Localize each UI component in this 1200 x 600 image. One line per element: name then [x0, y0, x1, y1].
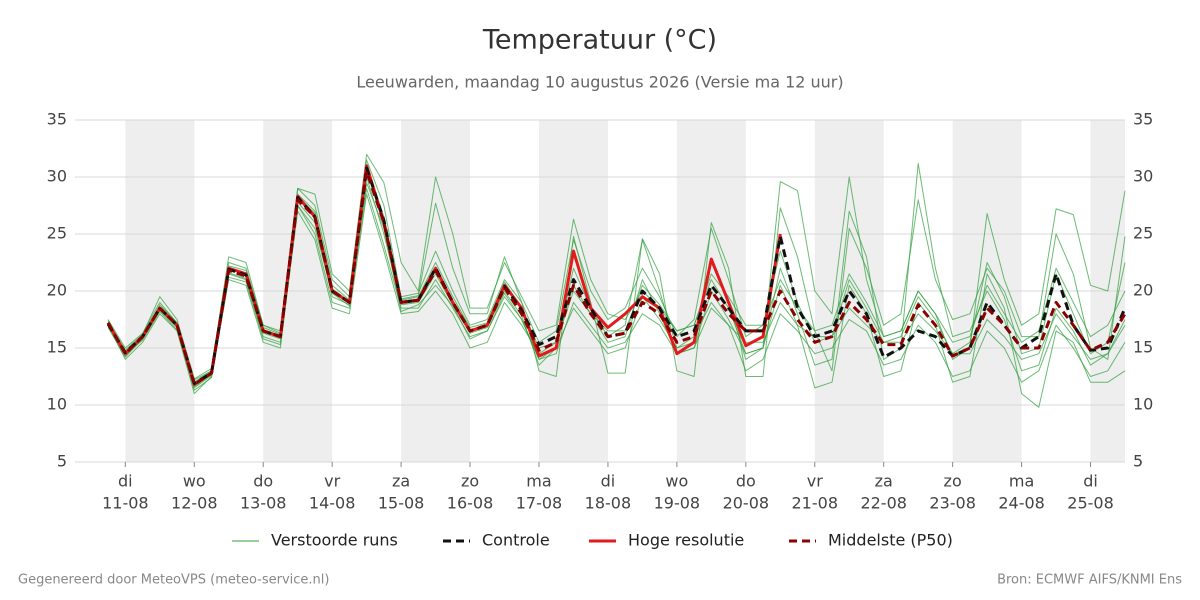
x-tick-date: 20-08 [723, 494, 770, 513]
x-tick-label: di [118, 472, 133, 491]
y2-tick-label: 15 [1133, 338, 1153, 357]
x-tick-label: di [1083, 472, 1098, 491]
y-tick-label: 15 [47, 338, 67, 357]
x-tick-date: 15-08 [378, 494, 425, 513]
y2-tick-label: 25 [1133, 224, 1153, 243]
ensemble-line [107, 153, 1126, 380]
ensemble-line [107, 193, 1126, 408]
y2-tick-label: 35 [1133, 110, 1153, 129]
x-tick-label: za [875, 472, 893, 491]
x-tick-label: di [601, 472, 616, 491]
x-tick-date: 23-08 [929, 494, 976, 513]
footer-left: Gegenereerd door MeteoVPS (meteo-service… [18, 573, 329, 588]
x-tick-label: do [253, 472, 273, 491]
x-tick-label: zo [944, 472, 962, 491]
x-tick-date: 19-08 [654, 494, 701, 513]
x-tick-label: wo [183, 472, 206, 491]
x-tick-label: do [736, 472, 756, 491]
y-tick-label: 20 [47, 281, 67, 300]
y2-tick-label: 30 [1133, 167, 1153, 186]
legend-label: Controle [482, 531, 550, 550]
y-tick-label: 30 [47, 167, 67, 186]
y-tick-label: 5 [57, 452, 67, 471]
grid [75, 119, 1125, 467]
series-line [106, 169, 1127, 386]
x-tick-label: vr [324, 472, 340, 491]
x-tick-date: 12-08 [171, 494, 218, 513]
x-tick-date: 25-08 [1067, 494, 1114, 513]
legend-label: Hoge resolutie [628, 531, 744, 550]
x-tick-label: za [392, 472, 410, 491]
x-tick-date: 22-08 [860, 494, 907, 513]
lines [106, 153, 1127, 408]
x-tick-date: 18-08 [585, 494, 632, 513]
legend-label: Verstoorde runs [271, 531, 398, 550]
x-tick-date: 16-08 [447, 494, 494, 513]
ensemble-line [107, 159, 1126, 383]
x-tick-label: ma [526, 472, 551, 491]
x-tick-date: 13-08 [240, 494, 287, 513]
x-tick-label: ma [1009, 472, 1034, 491]
footer-right: Bron: ECMWF AIFS/KNMI Ens [997, 573, 1182, 588]
y-tick-label: 10 [47, 395, 67, 414]
x-tick-date: 17-08 [516, 494, 563, 513]
x-tick-date: 14-08 [309, 494, 356, 513]
x-tick-date: 24-08 [998, 494, 1045, 513]
y2-tick-label: 20 [1133, 281, 1153, 300]
x-tick-label: vr [807, 472, 823, 491]
y2-tick-label: 10 [1133, 395, 1153, 414]
chart-title: Temperatuur (°C) [482, 25, 717, 56]
y-tick-label: 25 [47, 224, 67, 243]
labels: 5 5 10 10 15 15 20 20 25 25 30 30 35 35 di 11-08 wo 12-08… [47, 110, 1154, 550]
x-tick-date: 21-08 [792, 494, 839, 513]
y2-tick-label: 5 [1133, 452, 1143, 471]
x-tick-label: wo [665, 472, 688, 491]
x-tick-label: zo [461, 472, 479, 491]
chart-subtitle: Leeuwarden, maandag 10 augustus 2026 (Ve… [356, 73, 843, 92]
ensemble-line [107, 165, 1126, 381]
legend-label: Middelste (P50) [828, 531, 953, 550]
y-tick-label: 35 [47, 110, 67, 129]
x-tick-date: 11-08 [102, 494, 149, 513]
ensemble-line [107, 187, 1126, 395]
